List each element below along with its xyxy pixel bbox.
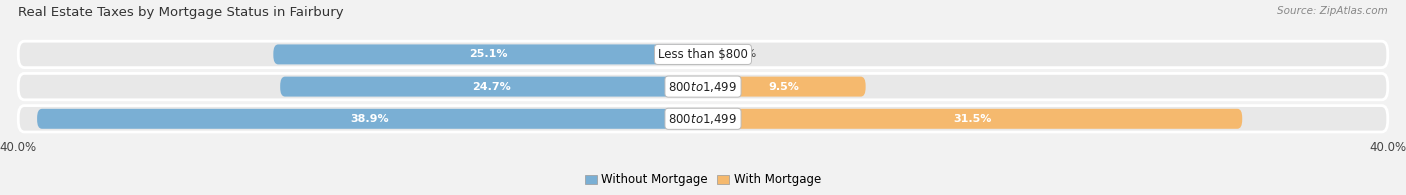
Text: Source: ZipAtlas.com: Source: ZipAtlas.com — [1277, 6, 1388, 16]
FancyBboxPatch shape — [703, 77, 866, 97]
Text: 25.1%: 25.1% — [470, 49, 508, 59]
Legend: Without Mortgage, With Mortgage: Without Mortgage, With Mortgage — [585, 173, 821, 186]
Text: Less than $800: Less than $800 — [658, 48, 748, 61]
Text: 38.9%: 38.9% — [350, 114, 389, 124]
FancyBboxPatch shape — [703, 109, 1243, 129]
Text: 24.7%: 24.7% — [472, 82, 510, 92]
Text: Real Estate Taxes by Mortgage Status in Fairbury: Real Estate Taxes by Mortgage Status in … — [18, 6, 344, 19]
FancyBboxPatch shape — [280, 77, 703, 97]
Text: $800 to $1,499: $800 to $1,499 — [668, 112, 738, 126]
FancyBboxPatch shape — [37, 109, 703, 129]
Text: 0.0%: 0.0% — [728, 49, 756, 59]
FancyBboxPatch shape — [273, 44, 703, 64]
FancyBboxPatch shape — [18, 73, 1388, 100]
Text: $800 to $1,499: $800 to $1,499 — [668, 80, 738, 94]
Text: 31.5%: 31.5% — [953, 114, 991, 124]
FancyBboxPatch shape — [18, 41, 1388, 68]
Text: 9.5%: 9.5% — [769, 82, 800, 92]
FancyBboxPatch shape — [18, 106, 1388, 132]
